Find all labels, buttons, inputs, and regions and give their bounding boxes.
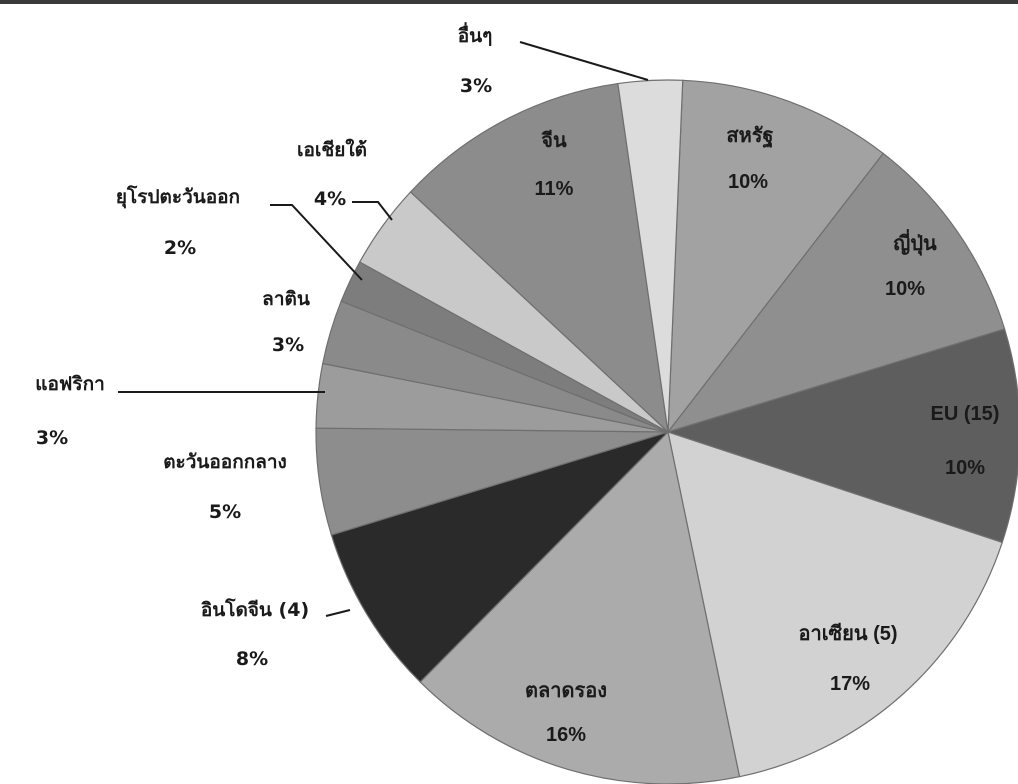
slice-label: อื่นๆ — [458, 22, 493, 47]
slice-label: จีน — [541, 129, 567, 152]
pie-slices — [315, 79, 1018, 784]
slice-label: อาเซียน (5) — [798, 622, 897, 645]
pie-slice — [666, 328, 1018, 544]
slice-percent-label: 10% — [728, 171, 768, 193]
leader-line — [325, 609, 351, 617]
slice-percent-label: 16% — [546, 724, 586, 746]
slice-percent-label: 10% — [945, 457, 985, 479]
slice-labels: สหรัฐ 10% ญี่ปุ่น 10% EU (15) 10% อาเซียน (5) 1… — [35, 22, 999, 746]
pie-slice — [419, 430, 741, 784]
slice-label: ลาติน — [262, 288, 310, 310]
pie-slice — [667, 431, 1003, 778]
slice-percent-label: 3% — [460, 75, 492, 97]
slice-label: ตลาดรอง — [525, 680, 607, 702]
slice-percent-label: 17% — [830, 673, 870, 695]
slice-percent-label: 8% — [236, 648, 268, 670]
slice-percent-label: 10% — [885, 278, 925, 300]
pie-slice — [666, 152, 1006, 434]
leader-line — [519, 41, 649, 81]
slice-label: อินโดจีน (4) — [201, 598, 309, 621]
pie-slice — [667, 79, 885, 434]
slice-label: ยุโรปตะวันออก — [116, 185, 240, 209]
slice-label: ญี่ปุ่น — [893, 228, 937, 256]
pie-slice — [617, 79, 684, 433]
pie-slice — [409, 82, 669, 434]
slice-label: แอฟริกา — [35, 373, 105, 395]
slice-percent-label: 3% — [36, 427, 68, 449]
slice-percent-label: 2% — [164, 237, 196, 259]
slice-label: ตะวันออกกลาง — [163, 451, 287, 473]
pie-slice — [330, 431, 669, 683]
leader-line — [352, 201, 393, 221]
slice-label: เอเชียใต้ — [297, 138, 367, 161]
slice-label: สหรัฐ — [726, 125, 773, 149]
slice-percent-label: 4% — [314, 188, 346, 210]
slice-percent-label: 11% — [535, 178, 574, 200]
leader-lines — [118, 41, 649, 617]
top-border — [0, 0, 1018, 4]
slice-percent-label: 5% — [209, 501, 241, 523]
leader-line — [270, 204, 363, 281]
slice-label: EU (15) — [931, 403, 1000, 425]
slice-percent-label: 3% — [272, 334, 304, 356]
